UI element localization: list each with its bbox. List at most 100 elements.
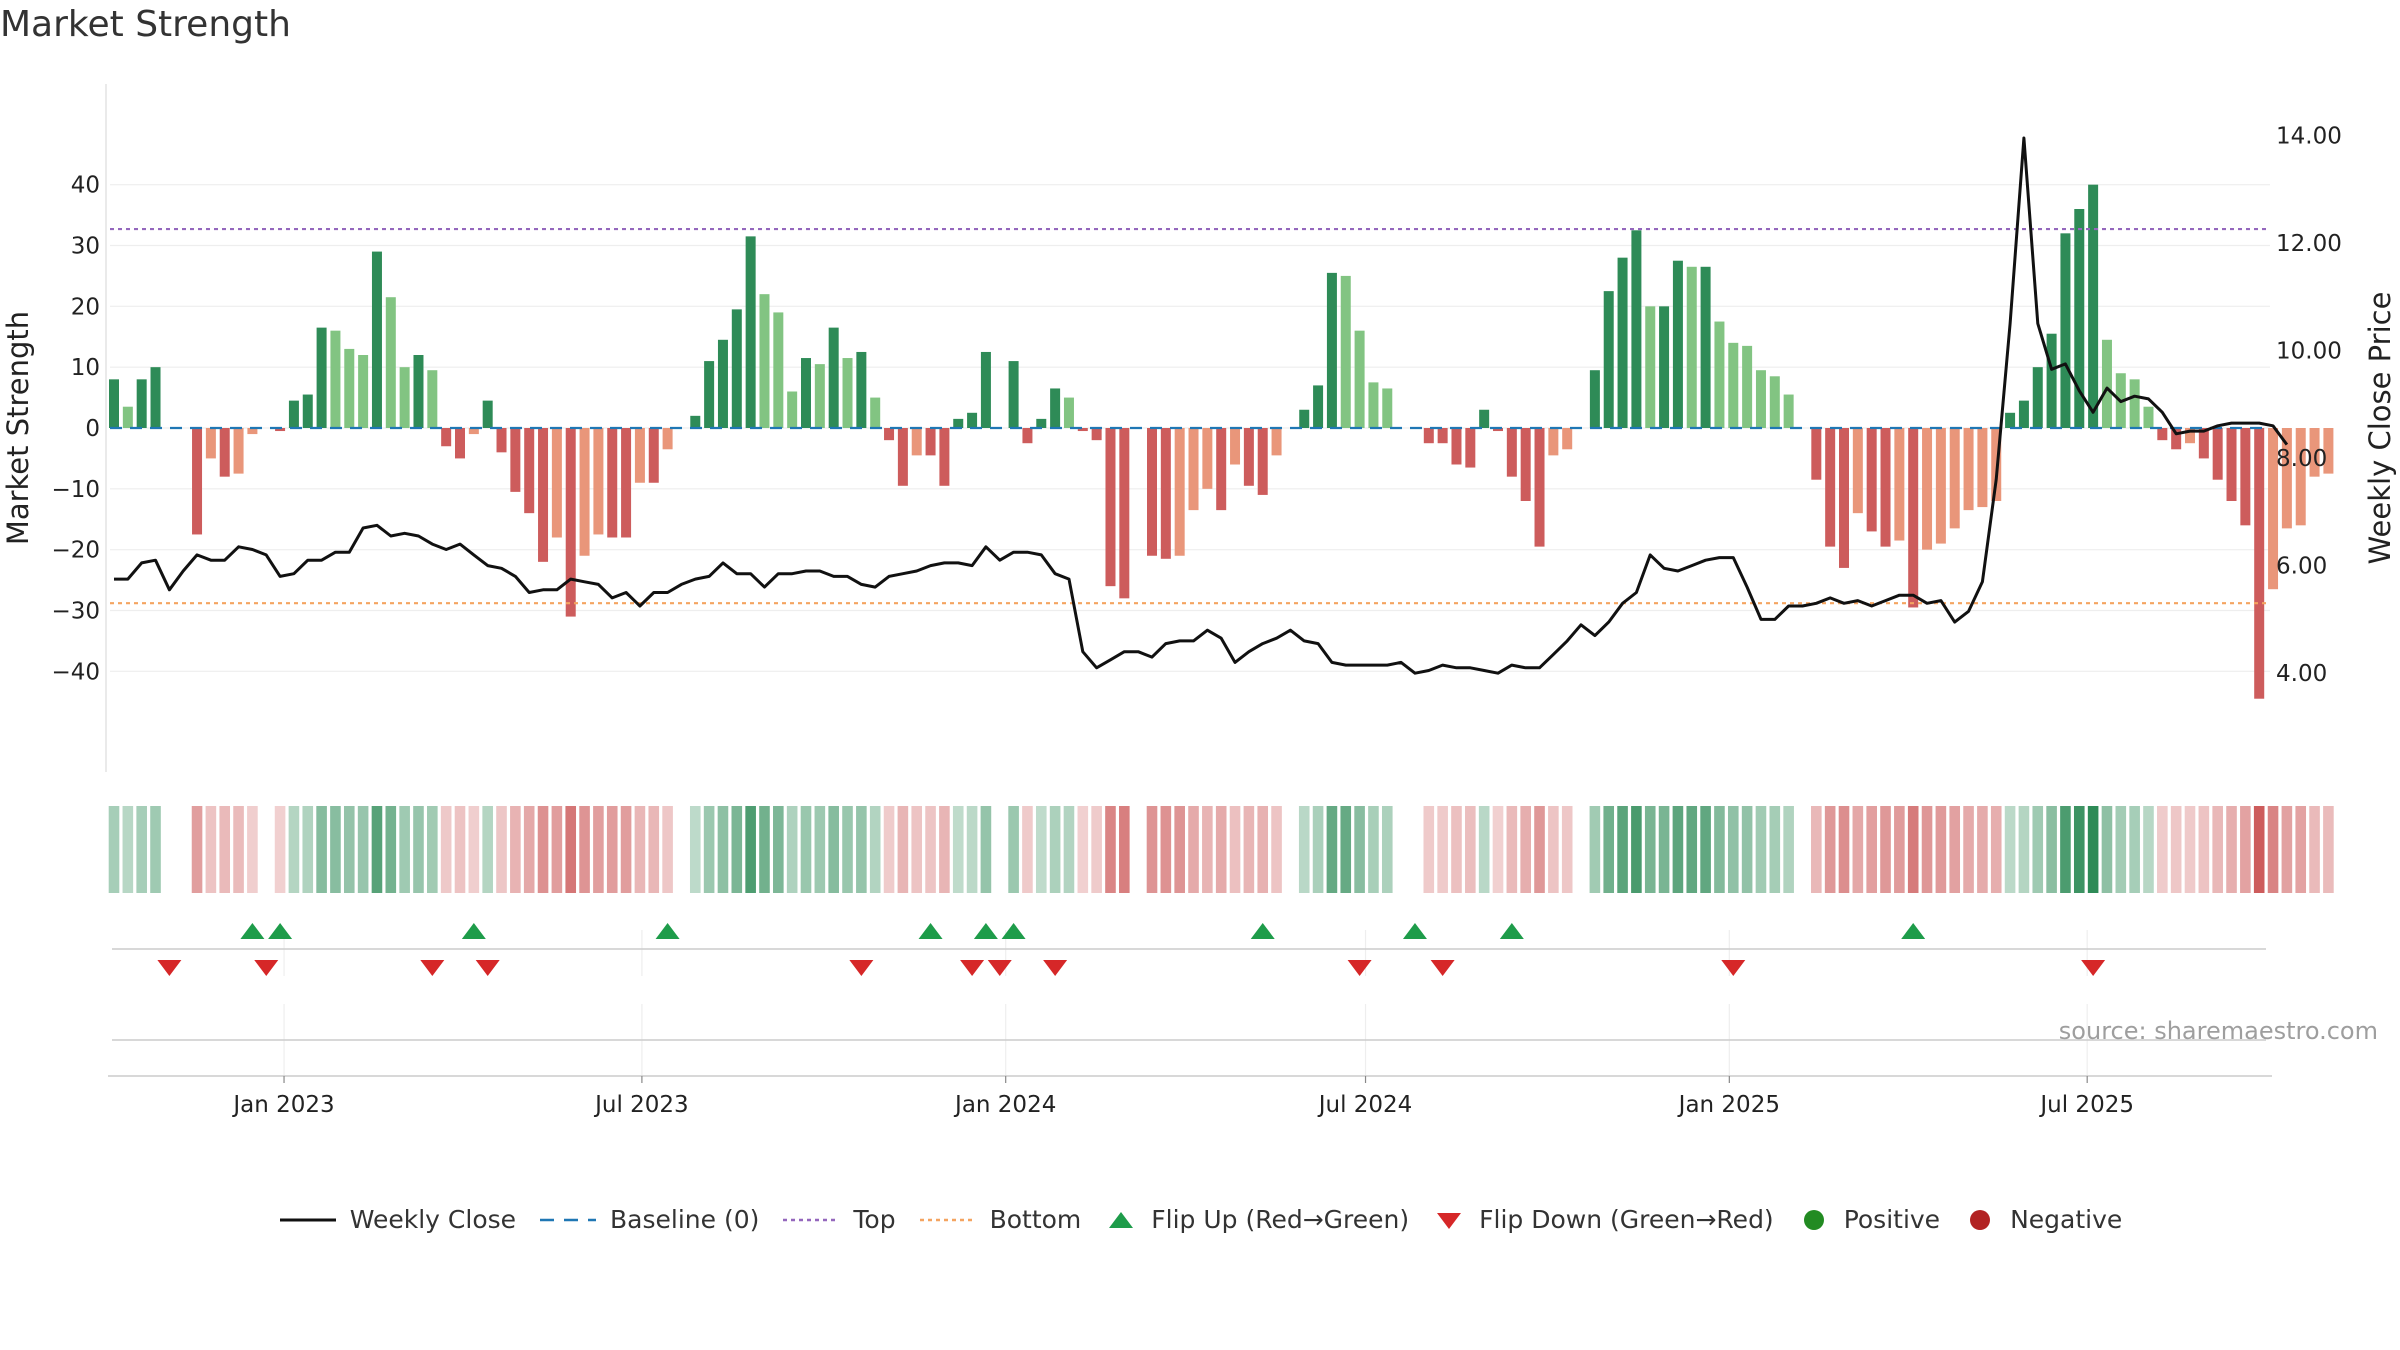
heat-cell (1990, 806, 2002, 893)
axes: 40 30 20 10 0 −10 −20 −30 −40 14.00 12.00 10.00 8.00… (1, 84, 2397, 1118)
strength-bar (150, 367, 161, 428)
strength-bar (1949, 428, 1960, 529)
heat-cell (1368, 806, 1379, 893)
strength-bar (524, 428, 535, 514)
heat-cell (828, 806, 839, 893)
heat-cell (1478, 806, 1490, 893)
heat-cell (1202, 806, 1213, 893)
y2-tick-label: 6.00 (2276, 554, 2327, 580)
heat-cell (413, 806, 424, 893)
strength-bar (1645, 306, 1656, 428)
strength-bar (1063, 397, 1074, 428)
strength-bar (2240, 428, 2251, 526)
heat-cell (1063, 806, 1075, 893)
legend-item-negative: Negative (1962, 1205, 2122, 1234)
strength-bar (1548, 428, 1559, 456)
heat-cell (1977, 806, 1988, 893)
strength-bar (1119, 428, 1130, 599)
strength-bar (731, 309, 742, 428)
strength-bar (1243, 428, 1254, 486)
source-credit: source: sharemaestro.com (2059, 1017, 2378, 1045)
strength-bar (607, 428, 618, 538)
strength-bar (1922, 428, 1933, 550)
heat-cell (1534, 806, 1545, 893)
strength-bar (953, 418, 964, 428)
flip-up-marker (1402, 923, 1427, 939)
heat-cell (1741, 806, 1753, 893)
strength-bar (2143, 406, 2154, 428)
heat-cell (2198, 806, 2210, 893)
legend-label: Baseline (0) (610, 1205, 760, 1234)
heat-cell (911, 806, 923, 893)
heat-cell (1326, 806, 1338, 893)
heat-cell (1852, 806, 1864, 893)
y-tick-label: −20 (51, 538, 100, 564)
heat-cell (150, 806, 161, 893)
flip-up-marker (1001, 923, 1026, 939)
flip-down-marker (1043, 960, 1068, 976)
legend-item-top: Top (781, 1205, 896, 1234)
y-tick-label: 20 (71, 294, 100, 320)
heat-cell (1631, 806, 1642, 893)
heat-cell (1298, 806, 1310, 893)
flip-up-marker (1499, 923, 1524, 939)
strength-bar (717, 339, 728, 428)
strength-bar (2032, 367, 2043, 428)
strength-bar (1077, 428, 1088, 432)
strength-bar (482, 400, 493, 428)
strength-bar (1811, 428, 1822, 480)
strength-bar (1866, 428, 1877, 532)
legend-swatch-baseline (540, 1218, 597, 1221)
strength-bar (2101, 339, 2112, 428)
heat-cell (1174, 806, 1185, 893)
legend-label: Bottom (989, 1205, 1082, 1234)
heat-cell (1907, 806, 1919, 893)
strength-bar (1340, 275, 1351, 428)
strength-bar (1451, 428, 1462, 465)
strength-bar (302, 394, 313, 428)
y-axis-label: Market Strength (1, 311, 35, 545)
y-tick-label: −10 (51, 477, 100, 503)
strength-bar (856, 351, 867, 428)
heat-cell (551, 806, 563, 893)
heat-cell (1451, 806, 1462, 893)
heat-cell (136, 806, 147, 893)
strength-bar (2254, 428, 2265, 699)
y2-tick-label: 14.00 (2276, 123, 2342, 149)
heat-cell (869, 806, 881, 893)
strength-bar (1935, 428, 1946, 544)
strength-bar (2212, 428, 2223, 480)
strength-bar (1908, 428, 1919, 608)
strength-bar (897, 428, 908, 486)
y2-axis-label: Weekly Close Price (2363, 292, 2397, 565)
strength-bar (1382, 388, 1393, 428)
heat-cell (1354, 806, 1365, 893)
strength-bar (205, 428, 216, 459)
x-tick-label: Jul 2025 (2038, 1092, 2134, 1118)
heat-cell (773, 806, 784, 893)
strength-bar (2157, 428, 2168, 441)
y2-tick-label: 10.00 (2276, 338, 2342, 364)
heat-cell (662, 806, 673, 893)
strength-bar (939, 428, 950, 486)
strength-bar (399, 367, 410, 428)
x-tick-label: Jul 2024 (1317, 1092, 1413, 1118)
y-tick-label: −40 (51, 659, 100, 685)
heat-cell (2295, 806, 2307, 893)
chart-legend: Weekly Close Baseline (0) Top Bottom Flip Up… (0, 1205, 2400, 1234)
heat-cell (1561, 806, 1573, 893)
heat-cell (2143, 806, 2154, 893)
heat-cell (856, 806, 867, 893)
heat-cell (717, 806, 729, 893)
strength-bar (1783, 394, 1794, 428)
heat-cell (1963, 806, 1974, 893)
flip-markers (108, 923, 2272, 1077)
strength-bar (1216, 428, 1227, 511)
heat-cell (1520, 806, 1531, 893)
legend-item-flip_up: Flip Up (Red→Green) (1103, 1205, 1409, 1234)
strength-bar (1631, 230, 1642, 428)
strength-bar (1022, 428, 1033, 444)
heat-cell (274, 806, 286, 893)
strength-bar (1437, 428, 1448, 444)
strength-bar (1562, 428, 1573, 450)
